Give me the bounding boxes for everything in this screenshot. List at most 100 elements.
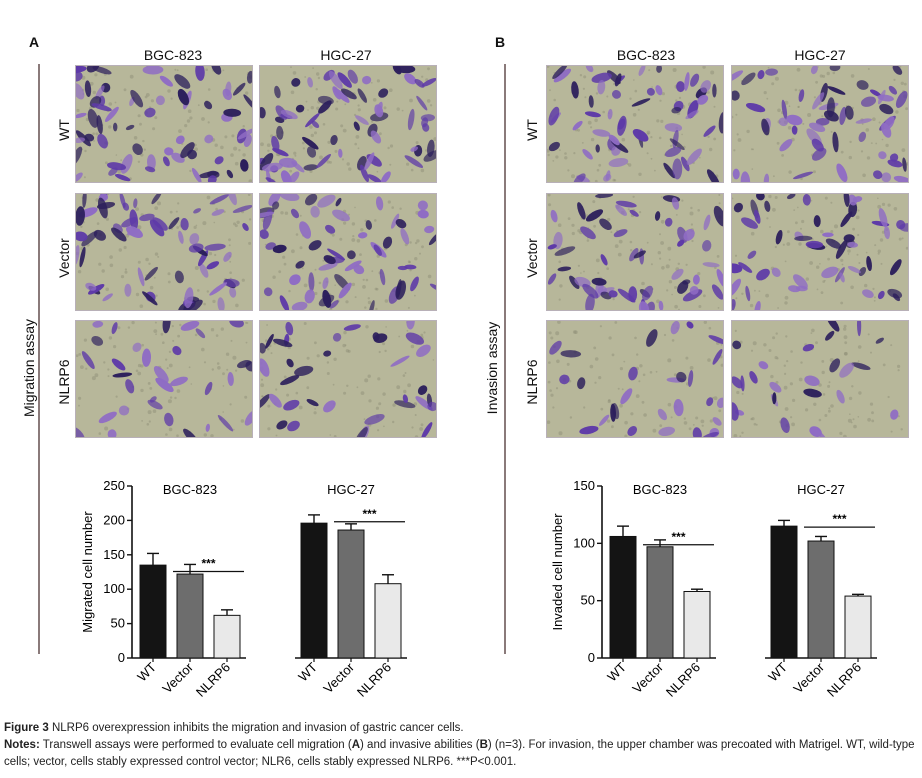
membrane-pore (797, 106, 800, 108)
stained-cell (823, 110, 839, 122)
membrane-pore (720, 343, 723, 346)
stained-cell (732, 263, 743, 274)
stained-cell (892, 293, 901, 302)
membrane-pore (339, 237, 343, 241)
stained-cell (272, 244, 287, 254)
membrane-pore (108, 102, 113, 106)
membrane-pore (139, 122, 142, 126)
membrane-pore (820, 229, 824, 234)
membrane-pore (224, 135, 228, 139)
membrane-pore (794, 88, 798, 92)
membrane-pore (235, 303, 239, 308)
stained-cell (353, 264, 365, 275)
membrane-pore (826, 71, 830, 76)
membrane-pore (220, 327, 224, 331)
membrane-pore (214, 143, 218, 147)
membrane-pore (829, 358, 834, 362)
micrograph-invasion-bgc823-wt (546, 65, 724, 183)
membrane-pore (787, 230, 790, 234)
membrane-pore (559, 149, 561, 151)
membrane-pore (341, 158, 345, 161)
membrane-pore (387, 146, 390, 150)
membrane-pore (346, 384, 349, 387)
membrane-pore (152, 409, 157, 413)
stained-cell (204, 100, 213, 110)
stained-cell (879, 103, 894, 115)
membrane-pore (824, 414, 828, 417)
membrane-pore (316, 354, 320, 358)
stained-cell (237, 128, 252, 140)
membrane-pore (399, 207, 402, 210)
membrane-pore (242, 153, 246, 157)
membrane-pore (265, 339, 268, 342)
membrane-pore (92, 132, 95, 135)
membrane-pore (623, 360, 626, 363)
stained-cell (794, 235, 813, 242)
membrane-pore (149, 387, 153, 390)
membrane-pore (194, 147, 198, 152)
stained-cell (657, 408, 668, 421)
membrane-pore (547, 153, 550, 157)
stained-cell (793, 274, 808, 289)
membrane-pore (78, 396, 82, 400)
membrane-pore (810, 332, 813, 334)
membrane-pore (552, 406, 555, 409)
micrograph-invasion-bgc823-vector (546, 193, 724, 311)
membrane-pore (619, 404, 623, 408)
stained-cell (410, 276, 419, 292)
membrane-pore (599, 325, 602, 328)
stained-cell (712, 417, 722, 426)
stained-cell (878, 151, 887, 160)
membrane-pore (135, 292, 140, 297)
stained-cell (835, 239, 848, 259)
stained-cell (195, 66, 205, 81)
membrane-pore (344, 344, 347, 347)
membrane-pore (547, 380, 551, 384)
x-tick-label: Vector (320, 659, 357, 696)
stained-cell (155, 95, 165, 106)
stained-cell (287, 420, 300, 432)
stained-cell (599, 218, 612, 231)
membrane-pore (580, 272, 582, 274)
stained-cell (414, 79, 425, 88)
membrane-pore (577, 229, 581, 233)
stained-cell (843, 194, 850, 207)
membrane-pore (788, 105, 791, 107)
membrane-pore (137, 225, 142, 230)
stained-cell (888, 85, 898, 95)
membrane-pore (632, 113, 637, 117)
stained-cell (839, 106, 847, 125)
membrane-pore (345, 349, 350, 353)
significance-stars: *** (671, 530, 685, 544)
panel-b-assay-label: Invasion assay (484, 321, 500, 415)
membrane-pore (76, 354, 79, 358)
membrane-pore (834, 224, 838, 229)
stained-cell (585, 293, 595, 310)
membrane-pore (903, 82, 907, 86)
membrane-pore (333, 435, 337, 437)
membrane-pore (244, 395, 248, 399)
membrane-pore (127, 326, 131, 329)
membrane-pore (786, 360, 789, 363)
membrane-pore (566, 362, 570, 366)
bar (646, 546, 674, 659)
membrane-pore (857, 233, 860, 237)
stained-cell (125, 379, 135, 394)
panel-a-col-hgc27: HGC-27 (320, 47, 372, 63)
caption-title: NLRP6 overexpression inhibits the migrat… (51, 722, 464, 734)
membrane-pore (301, 267, 304, 270)
stained-cell (211, 66, 222, 75)
micrograph-texture (732, 194, 908, 310)
stained-cell (605, 170, 611, 181)
caption-notes-text-2: ) and invasive abilities ( (360, 739, 480, 751)
membrane-pore (278, 270, 282, 274)
membrane-pore (292, 71, 297, 75)
membrane-pore (558, 431, 563, 436)
membrane-pore (408, 261, 411, 264)
membrane-pore (547, 148, 550, 153)
stained-cell (323, 350, 332, 357)
membrane-pore (788, 170, 792, 174)
stained-cell (303, 164, 318, 171)
stained-cell (664, 217, 673, 227)
stained-cell (174, 74, 191, 89)
